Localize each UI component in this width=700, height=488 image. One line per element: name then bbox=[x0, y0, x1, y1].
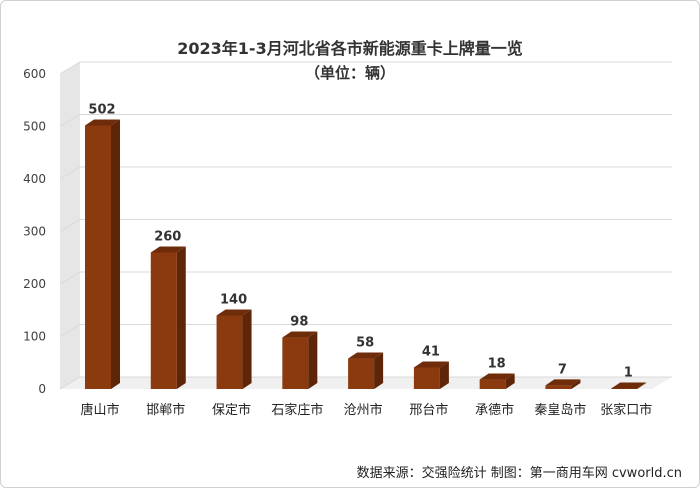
bar-side bbox=[374, 352, 384, 389]
gridline bbox=[59, 219, 672, 232]
x-tick-label: 保定市 bbox=[212, 402, 251, 418]
bar bbox=[282, 331, 318, 389]
bar bbox=[479, 373, 515, 389]
bar bbox=[150, 246, 186, 389]
gridline bbox=[59, 376, 672, 390]
y-tick-label: 500 bbox=[23, 120, 46, 134]
data-label: 140 bbox=[220, 293, 247, 308]
bar-top bbox=[611, 382, 647, 389]
x-axis: 唐山市 邯郸市 保定市 石家庄市 沧州市 邢台市 承德市 秦皇岛市 张家口市 bbox=[80, 402, 652, 418]
x-tick-label: 邯郸市 bbox=[146, 402, 185, 418]
y-tick-label: 200 bbox=[23, 277, 46, 291]
gridline bbox=[59, 166, 672, 180]
bar-side bbox=[242, 309, 252, 389]
bar-top bbox=[479, 373, 515, 380]
bar-front bbox=[216, 315, 243, 389]
y-tick-label: 400 bbox=[23, 172, 46, 186]
bar-front bbox=[611, 388, 638, 389]
chart-subtitle: （单位：辆） bbox=[304, 64, 395, 82]
bar-top bbox=[282, 331, 318, 338]
data-label: 41 bbox=[422, 344, 440, 359]
x-tick-label: 张家口市 bbox=[600, 402, 652, 418]
bar-front bbox=[479, 379, 506, 389]
data-label: 18 bbox=[488, 357, 506, 372]
bar-side bbox=[637, 382, 647, 389]
gridlines bbox=[59, 61, 672, 390]
bar-side bbox=[439, 361, 449, 389]
bar-top bbox=[348, 352, 384, 359]
bar bbox=[348, 352, 384, 389]
y-tick-label: 600 bbox=[23, 67, 46, 81]
bar-front bbox=[282, 337, 309, 389]
bar-top bbox=[413, 361, 449, 368]
bar bbox=[85, 119, 120, 389]
bar-side bbox=[176, 246, 186, 389]
x-tick-label: 沧州市 bbox=[344, 402, 383, 418]
bars: 502 260 140 98 58 41 18 7 1 bbox=[85, 102, 647, 389]
x-tick-label: 秦皇岛市 bbox=[534, 402, 586, 418]
bar-side bbox=[111, 119, 120, 389]
gridline bbox=[59, 324, 672, 337]
y-tick-label: 100 bbox=[23, 330, 46, 344]
bar-side bbox=[308, 331, 318, 389]
source-note: 数据来源：交强险统计 制图：第一商用车网 cvworld.cn bbox=[356, 466, 682, 481]
x-tick-label: 邢台市 bbox=[409, 402, 448, 418]
data-label: 260 bbox=[154, 230, 181, 245]
gridline bbox=[59, 114, 672, 127]
y-tick-label: 0 bbox=[38, 382, 46, 396]
bar bbox=[611, 382, 647, 389]
x-tick-label: 石家庄市 bbox=[271, 402, 323, 418]
data-label: 98 bbox=[290, 315, 308, 330]
gridline bbox=[59, 61, 672, 75]
x-tick-label: 唐山市 bbox=[80, 402, 119, 418]
gridline bbox=[59, 271, 672, 285]
bar-top bbox=[150, 246, 186, 253]
data-label: 1 bbox=[624, 365, 633, 380]
bar-top bbox=[545, 379, 581, 386]
data-label: 502 bbox=[88, 102, 115, 117]
bar-top bbox=[85, 119, 120, 126]
bar bbox=[545, 379, 581, 389]
data-label: 58 bbox=[356, 336, 374, 351]
bar-front bbox=[85, 125, 111, 389]
bar-top bbox=[216, 309, 252, 316]
bar-side bbox=[505, 373, 515, 389]
chart-title: 2023年1-3月河北省各市新能源重卡上牌量一览 bbox=[177, 39, 523, 58]
x-tick-label: 承德市 bbox=[475, 402, 514, 418]
bar-side bbox=[571, 379, 581, 389]
data-label: 7 bbox=[558, 362, 567, 377]
y-tick-label: 300 bbox=[23, 225, 46, 239]
bar-front bbox=[150, 252, 177, 389]
bar-front bbox=[413, 367, 440, 389]
bar-front bbox=[348, 358, 375, 389]
bar bbox=[413, 361, 449, 389]
y-axis: 0 100 200 300 400 500 600 bbox=[23, 67, 46, 396]
bar bbox=[216, 309, 252, 389]
bar-front bbox=[545, 385, 572, 389]
